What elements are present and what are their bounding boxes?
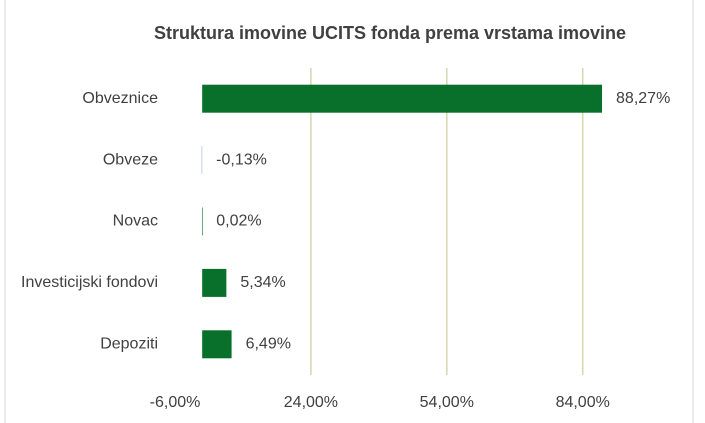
- x-tick-label: 54,00%: [420, 394, 474, 411]
- bar: [202, 268, 227, 297]
- x-tick-label: 24,00%: [284, 394, 338, 411]
- data-label: -0,13%: [216, 151, 267, 168]
- data-label: 0,02%: [216, 213, 261, 230]
- data-label: 6,49%: [246, 336, 291, 353]
- bar: [201, 146, 203, 175]
- y-tick-label: Novac: [113, 213, 158, 230]
- y-tick-label: Depoziti: [100, 336, 158, 353]
- bar: [202, 330, 232, 359]
- x-tick-label: 84,00%: [556, 394, 610, 411]
- y-tick-label: Obveznice: [82, 90, 158, 107]
- bar: [202, 207, 203, 236]
- y-tick-label: Investicijski fondovi: [21, 274, 158, 291]
- y-tick-label: Obveze: [103, 151, 158, 168]
- chart-title: Struktura imovine UCITS fonda prema vrst…: [154, 23, 626, 43]
- x-tick-label: -6,00%: [150, 394, 201, 411]
- data-label: 88,27%: [616, 90, 670, 107]
- data-label: 5,34%: [240, 274, 285, 291]
- bar: [202, 84, 603, 113]
